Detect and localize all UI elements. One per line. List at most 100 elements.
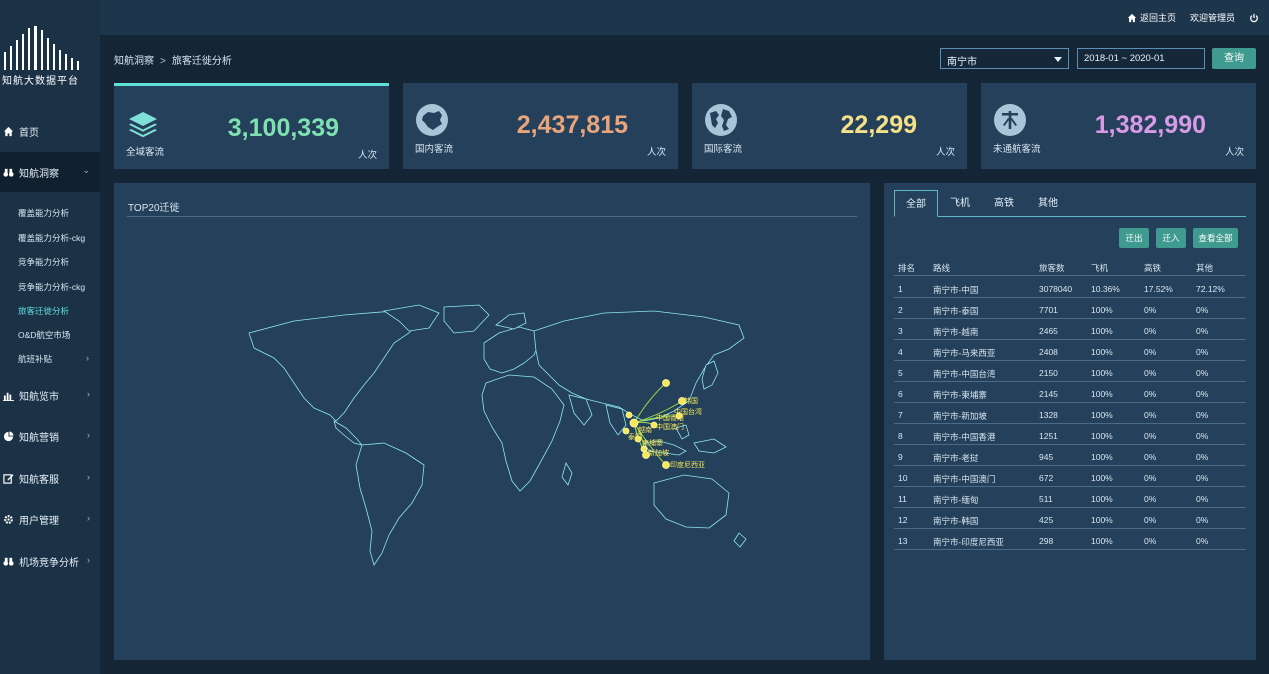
table-row[interactable]: 5 南宁市-中国台湾 2150 100% 0% 0% <box>894 361 1246 382</box>
breadcrumb-parent[interactable]: 知航洞察 <box>114 56 154 67</box>
tab-all[interactable]: 全部 <box>894 190 938 217</box>
stat-value: 2,437,815 <box>516 111 628 139</box>
sidebar-item-airport[interactable]: 机场竞争分析 › <box>0 541 100 581</box>
out-button[interactable]: 迁出 <box>1119 228 1149 248</box>
table-cell: 1 <box>898 284 903 294</box>
home-link[interactable]: 返回主页 <box>1127 11 1176 24</box>
table-cell: 17.52% <box>1144 284 1173 294</box>
sidebar-item-label: 知航览市 <box>19 391 59 403</box>
breadcrumb: 知航洞察 > 旅客迁徙分析 <box>114 52 232 67</box>
table-cell: 100% <box>1091 473 1113 483</box>
table-cell: 5 <box>898 368 903 378</box>
table-cell: 0% <box>1144 305 1157 315</box>
table-cell: 南宁市-柬埔寨 <box>933 390 987 400</box>
table-cell: 0% <box>1144 368 1157 378</box>
map-label-taiwan: 中国台湾 <box>674 407 702 416</box>
sub-item-competition[interactable]: 竞争能力分析 <box>18 257 70 267</box>
table-row[interactable]: 8 南宁市-中国香港 1251 100% 0% 0% <box>894 424 1246 445</box>
table-cell: 100% <box>1091 431 1113 441</box>
table-cell: 10 <box>898 473 908 483</box>
sidebar-item-label: 用户管理 <box>19 515 59 527</box>
table-cell: 100% <box>1091 452 1113 462</box>
table-cell: 10.36% <box>1091 284 1120 294</box>
table-cell: 100% <box>1091 410 1113 420</box>
table-cell: 0% <box>1144 536 1157 546</box>
sub-item-migration[interactable]: 旅客迁徙分析 <box>18 306 70 316</box>
tab-rail[interactable]: 高铁 <box>994 198 1014 209</box>
table-cell: 0% <box>1144 326 1157 336</box>
logo: 知航大数据平台 <box>0 0 100 105</box>
stat-label: 国际客流 <box>704 144 743 155</box>
chevron-right-icon: › <box>87 555 90 565</box>
table-cell: 0% <box>1196 473 1209 483</box>
stat-value: 1,382,990 <box>1094 111 1206 139</box>
table-cell: 南宁市-韩国 <box>933 516 979 526</box>
table-cell: 72.12% <box>1196 284 1225 294</box>
table-row[interactable]: 9 南宁市-老挝 945 100% 0% 0% <box>894 445 1246 466</box>
stat-value: 22,299 <box>840 111 917 139</box>
tab-other[interactable]: 其他 <box>1038 198 1058 209</box>
table-row[interactable]: 11 南宁市-缅甸 511 100% 0% 0% <box>894 487 1246 508</box>
sub-item-coverage[interactable]: 覆盖能力分析 <box>18 208 70 218</box>
sidebar: 知航大数据平台 首页 知航洞察 ⌄ 覆盖能力分析 覆盖能力分析-ckg 竞争能力… <box>0 0 100 674</box>
table-row[interactable]: 13 南宁市-印度尼西亚 298 100% 0% 0% <box>894 529 1246 550</box>
stat-card-international: 国际客流 22,299 人次 <box>692 83 967 169</box>
table-cell: 9 <box>898 452 903 462</box>
main-content: 知航洞察 > 旅客迁徙分析 南宁市 2018-01 ~ 2020-01 查询 全域客… <box>100 35 1269 674</box>
sidebar-item-home[interactable]: 首页 <box>0 111 100 151</box>
world-map[interactable]: 韩国 中国台湾 中国香港 中国澳门 泰国 越南 柬埔寨 新加坡 印度尼西亚 <box>234 303 754 593</box>
stat-unit: 人次 <box>357 150 377 161</box>
table-row[interactable]: 2 南宁市-泰国 7701 100% 0% 0% <box>894 298 1246 319</box>
sidebar-item-label: 知航洞察 <box>19 168 59 180</box>
table-cell: 0% <box>1196 389 1209 399</box>
sidebar-item-marketing[interactable]: 知航营销 › <box>0 416 100 456</box>
query-button[interactable]: 查询 <box>1212 48 1256 69</box>
top-bar: 返回主页 欢迎管理员 <box>100 0 1269 35</box>
logo-bars-icon <box>4 26 79 70</box>
sub-item-subsidy[interactable]: 航班补贴 › <box>18 353 89 365</box>
view-all-button[interactable]: 查看全部 <box>1193 228 1238 248</box>
table-cell: 8 <box>898 431 903 441</box>
table-row[interactable]: 7 南宁市-新加坡 1328 100% 0% 0% <box>894 403 1246 424</box>
table-cell: 南宁市-中国香港 <box>933 432 996 442</box>
table-cell: 南宁市-马来西亚 <box>933 348 996 358</box>
table-row[interactable]: 12 南宁市-韩国 425 100% 0% 0% <box>894 508 1246 529</box>
table-cell: 3 <box>898 326 903 336</box>
date-range-input[interactable]: 2018-01 ~ 2020-01 <box>1077 48 1205 69</box>
stat-unit: 人次 <box>1224 147 1244 158</box>
column-header: 排名 <box>898 263 916 273</box>
top-links: 返回主页 欢迎管理员 <box>1127 11 1259 24</box>
sidebar-item-market[interactable]: 知航览市 › <box>0 375 100 415</box>
table-cell: 100% <box>1091 389 1113 399</box>
table-row[interactable]: 10 南宁市-中国澳门 672 100% 0% 0% <box>894 466 1246 487</box>
table-row[interactable]: 3 南宁市-越南 2465 100% 0% 0% <box>894 319 1246 340</box>
table-cell: 南宁市-泰国 <box>933 306 979 316</box>
sub-item-coverage-ckg[interactable]: 覆盖能力分析-ckg <box>18 233 86 243</box>
map-label-macau: 中国澳门 <box>656 422 684 431</box>
table-row[interactable]: 6 南宁市-柬埔寨 2145 100% 0% 0% <box>894 382 1246 403</box>
binoculars-icon <box>3 168 14 177</box>
sidebar-item-users[interactable]: 用户管理 › <box>0 499 100 539</box>
tab-flight[interactable]: 飞机 <box>950 198 970 209</box>
stat-label: 未通航客流 <box>993 144 1041 155</box>
in-button[interactable]: 迁入 <box>1156 228 1186 248</box>
chevron-right-icon: › <box>87 389 90 399</box>
table-cell: 0% <box>1144 389 1157 399</box>
table-cell: 100% <box>1091 536 1113 546</box>
transport-tabs: 全部 飞机 高铁 其他 <box>894 190 1246 217</box>
table-cell: 南宁市-中国 <box>933 285 979 295</box>
table-cell: 2 <box>898 305 903 315</box>
sub-item-od-market[interactable]: O&D航空市场 <box>18 330 71 340</box>
sidebar-item-service[interactable]: 知航客服 › <box>0 458 100 498</box>
table-row[interactable]: 1 南宁市-中国 3078040 10.36% 17.52% 72.12% <box>894 277 1246 298</box>
sub-item-label: 航班补贴 <box>18 354 53 364</box>
power-icon[interactable] <box>1249 13 1259 23</box>
table-cell: 2145 <box>1039 389 1058 399</box>
sub-item-competition-ckg[interactable]: 竞争能力分析-ckg <box>18 282 86 292</box>
table-cell: 100% <box>1091 368 1113 378</box>
sidebar-item-insight[interactable]: 知航洞察 ⌄ <box>0 152 100 192</box>
map-label-korea: 韩国 <box>684 396 698 405</box>
table-row[interactable]: 4 南宁市-马来西亚 2408 100% 0% 0% <box>894 340 1246 361</box>
table-cell: 南宁市-越南 <box>933 327 979 337</box>
city-select[interactable]: 南宁市 <box>940 48 1069 69</box>
